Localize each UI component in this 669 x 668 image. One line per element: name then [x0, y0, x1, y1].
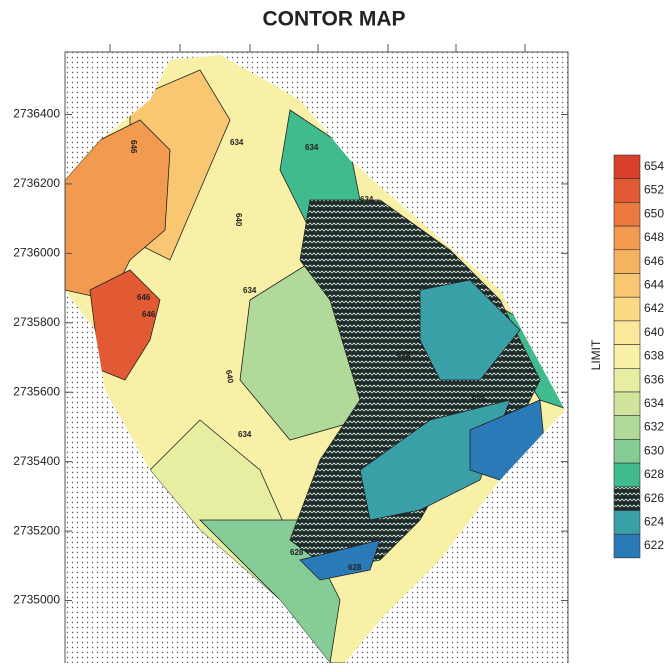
- colorbar-tick-label: 644: [644, 278, 664, 292]
- colorbar-tick-label: 650: [644, 206, 664, 220]
- colorbar-tick-label: 626: [644, 491, 664, 505]
- colorbar-box: [613, 249, 641, 274]
- colorbar-tick-label: 630: [644, 443, 664, 457]
- colorbar-tick-label: 654: [644, 159, 664, 173]
- contour-label: 646: [142, 310, 156, 319]
- colorbar-box: [613, 320, 641, 345]
- colorbar-label: LIMIT: [589, 339, 603, 370]
- contour-label: 628: [348, 563, 362, 572]
- contour-label: 640: [234, 213, 243, 227]
- contour-region: [419, 279, 521, 381]
- contour-label: 646: [137, 293, 151, 302]
- y-tick-label: 2735600: [13, 384, 60, 398]
- contour-label: 634: [243, 286, 257, 295]
- colorbar-tick-label: 632: [644, 420, 664, 434]
- contour-label: 640: [224, 369, 235, 384]
- y-tick-label: 2736400: [13, 107, 60, 121]
- colorbar-box: [613, 462, 641, 488]
- colorbar-tick-label: 636: [644, 372, 664, 386]
- colorbar-tick-label: 628: [644, 467, 664, 481]
- y-tick-label: 2735000: [13, 593, 60, 607]
- colorbar-tick-label: 652: [644, 183, 664, 197]
- colorbar-tick-label: 642: [644, 301, 664, 315]
- contour-label: 628: [472, 395, 486, 404]
- chart-title: CONTOR MAP: [262, 8, 405, 31]
- colorbar-tick-label: 638: [644, 349, 664, 363]
- y-tick-label: 2736200: [13, 176, 60, 190]
- colorbar-box: [613, 510, 641, 535]
- contour-label: 634: [238, 430, 252, 439]
- contour-label: 628: [290, 548, 304, 557]
- colorbar-tick-label: 646: [644, 254, 664, 268]
- y-tick-label: 2735400: [13, 454, 60, 468]
- x-ticks: [109, 44, 526, 52]
- colorbar-box: [613, 367, 641, 393]
- colorbar-box: [613, 273, 641, 298]
- colorbar-box: [613, 154, 641, 180]
- colorbar-tick-label: 634: [644, 396, 664, 410]
- colorbar-box: [613, 225, 641, 251]
- contour-label: 634: [230, 138, 244, 147]
- colorbar-box: [613, 344, 641, 369]
- contour-label: 646: [129, 140, 138, 154]
- colorbar-box: [613, 202, 641, 227]
- contour-label: 634: [360, 195, 374, 204]
- colorbar-box: [613, 533, 641, 559]
- colorbar-tick-label: 624: [644, 515, 664, 529]
- colorbar-box: [613, 486, 641, 511]
- contour-region: [65, 119, 171, 301]
- colorbar-tick-label: 622: [644, 538, 664, 552]
- y-tick-label: 2736000: [13, 246, 60, 260]
- contour-region: [299, 539, 381, 581]
- colorbar-tick-label: 640: [644, 325, 664, 339]
- y-tick-label: 2735800: [13, 315, 60, 329]
- colorbar-tick-label: 648: [644, 230, 664, 244]
- contour-label: 634: [305, 143, 319, 152]
- contour-labels: 646 634 634 634 640 646 646 634 640 634 …: [129, 138, 486, 572]
- y-tick-label: 2735200: [13, 523, 60, 537]
- colorbar-box: [613, 415, 641, 440]
- colorbar-box: [613, 439, 641, 464]
- colorbar-box: [613, 296, 641, 322]
- contour-label: 628: [397, 350, 411, 359]
- colorbar-box: [613, 391, 641, 417]
- contour-region: [199, 519, 341, 663]
- colorbar-box: [613, 178, 641, 203]
